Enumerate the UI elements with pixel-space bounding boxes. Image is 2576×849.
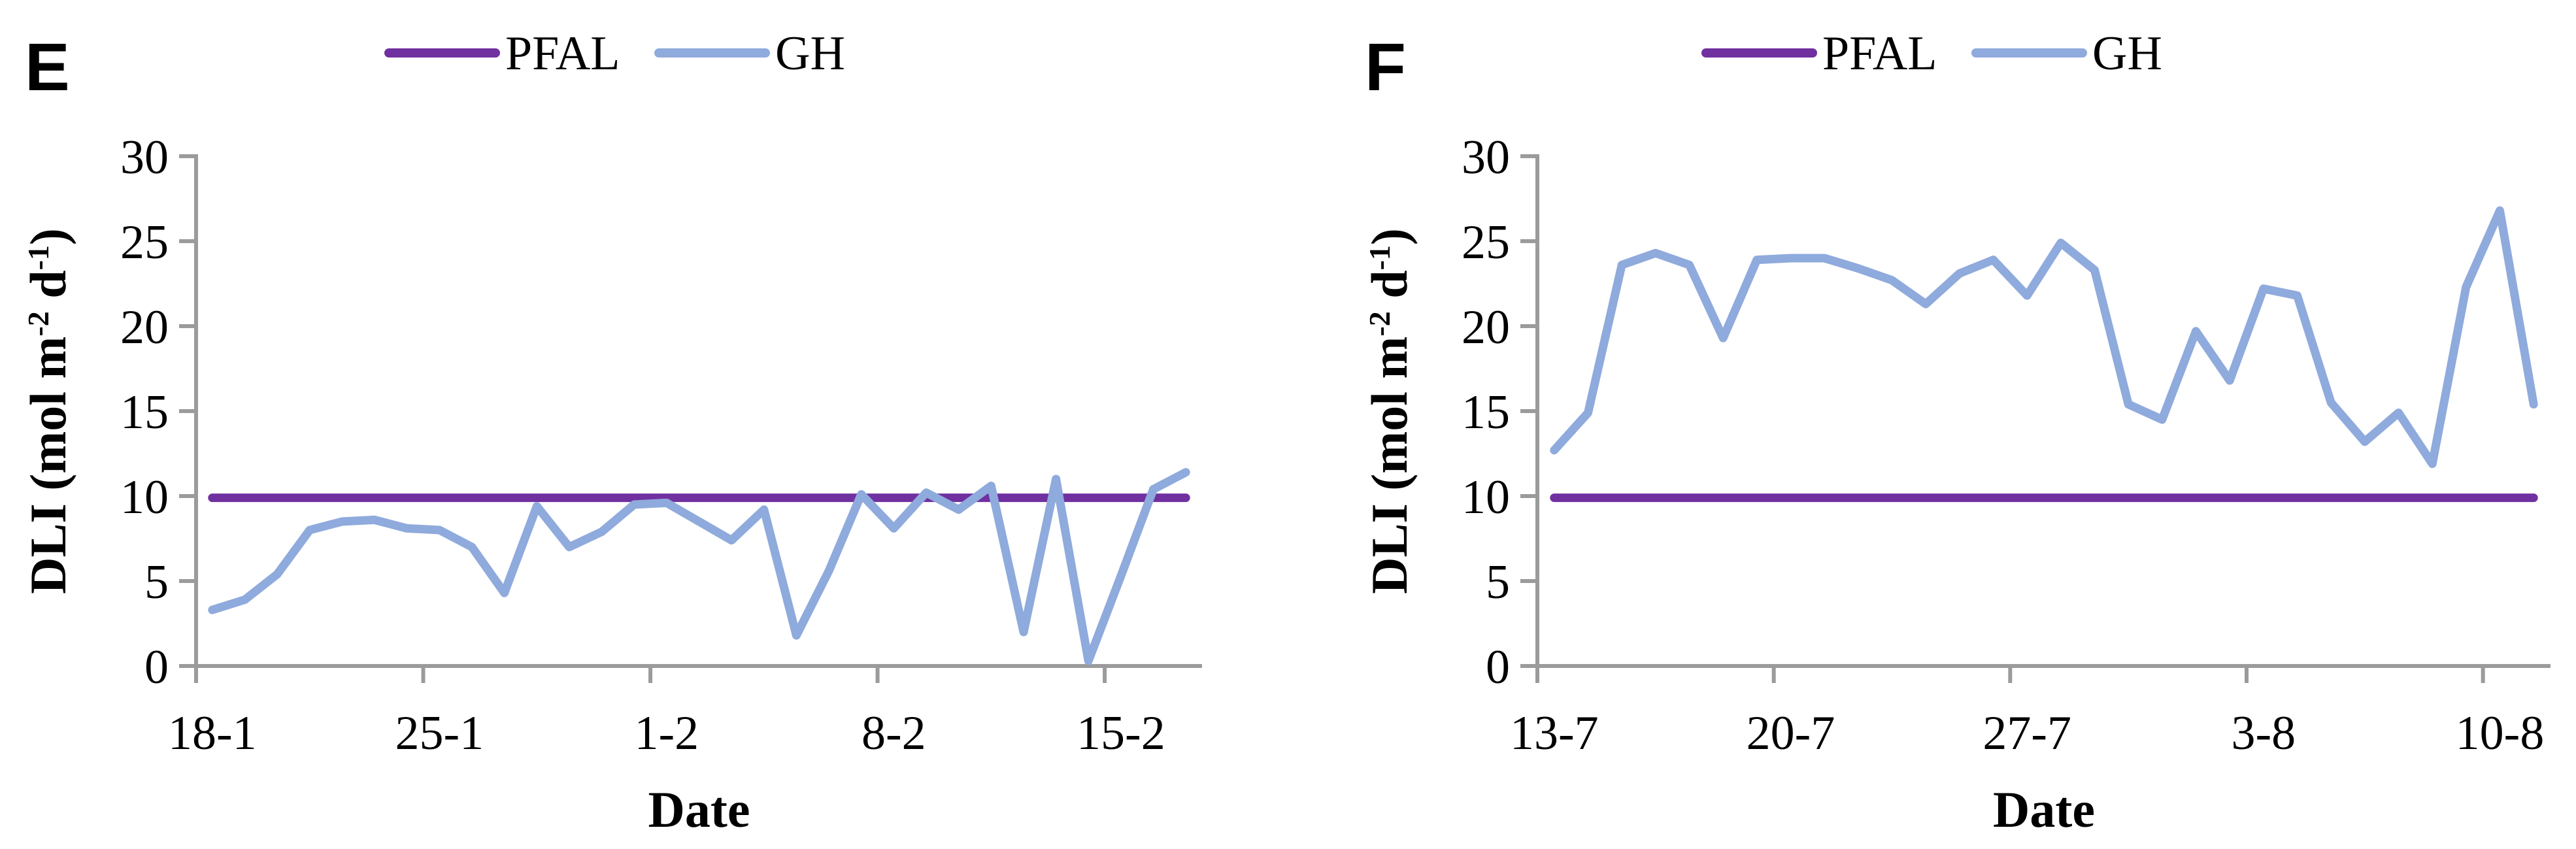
x-axis-title: Date bbox=[648, 781, 750, 838]
y-tick-label: 20 bbox=[1462, 301, 1510, 354]
x-tick-label: 18-1 bbox=[168, 707, 257, 760]
x-tick-label: 13-7 bbox=[1510, 707, 1599, 760]
x-tick-label: 25-1 bbox=[395, 707, 484, 760]
x-tick-label: 1-2 bbox=[635, 707, 699, 760]
y-tick-label: 25 bbox=[120, 216, 169, 269]
y-tick-label: 5 bbox=[1486, 556, 1510, 609]
legend-item-pfal: PFAL bbox=[1701, 27, 1937, 80]
y-tick-label: 0 bbox=[144, 641, 169, 694]
y-tick-label: 15 bbox=[120, 386, 169, 439]
y-tick-label: 0 bbox=[1486, 641, 1510, 694]
legend-label-gh: GH bbox=[775, 27, 845, 80]
legend-item-gh: GH bbox=[654, 27, 845, 80]
y-tick-label: 15 bbox=[1462, 386, 1510, 439]
y-tick-label: 25 bbox=[1462, 216, 1510, 269]
x-tick-label: 20-7 bbox=[1747, 707, 1835, 760]
x-tick-label: 3-8 bbox=[2232, 707, 2296, 760]
x-tick-label: 10-8 bbox=[2456, 707, 2545, 760]
panel-label-F: F bbox=[1365, 29, 1406, 105]
y-tick-label: 5 bbox=[144, 556, 169, 609]
panel-label-E: E bbox=[25, 29, 70, 105]
series-line-gh bbox=[208, 468, 1190, 665]
x-tick-label: 8-2 bbox=[861, 707, 926, 760]
y-tick-label: 10 bbox=[120, 471, 169, 524]
legend-label-gh: GH bbox=[2092, 27, 2162, 80]
y-axis-title: DLI (mol m-2 d-1) bbox=[20, 228, 76, 594]
y-tick-label: 10 bbox=[1462, 471, 1510, 524]
chart-panel-F: 0 5 10 15 20 25 30 13-7 20-7 27-7 3-8 10-8 Date DLI (… bbox=[1361, 27, 2551, 838]
y-tick-label: 30 bbox=[120, 131, 169, 184]
y-tick-label: 20 bbox=[120, 301, 169, 354]
y-axis-title: DLI (mol m-2 d-1) bbox=[1361, 228, 1418, 594]
x-axis-title: Date bbox=[1993, 781, 2095, 838]
legend-label-pfal: PFAL bbox=[1822, 27, 1937, 80]
y-tick-label: 30 bbox=[1462, 131, 1510, 184]
x-tick-label: 15-2 bbox=[1077, 707, 1165, 760]
legend: PFAL GH bbox=[1701, 27, 2162, 80]
legend-item-gh: GH bbox=[1971, 27, 2162, 80]
x-tick-label: 27-7 bbox=[1982, 707, 2071, 760]
legend-item-pfal: PFAL bbox=[384, 27, 620, 80]
legend-label-pfal: PFAL bbox=[505, 27, 620, 80]
chart-panel-E: 0 5 10 15 20 25 30 18-1 25-1 1-2 8-2 15-2 Date DLI (m… bbox=[20, 27, 1202, 838]
series-line-gh bbox=[1550, 206, 2538, 469]
legend: PFAL GH bbox=[384, 27, 845, 80]
